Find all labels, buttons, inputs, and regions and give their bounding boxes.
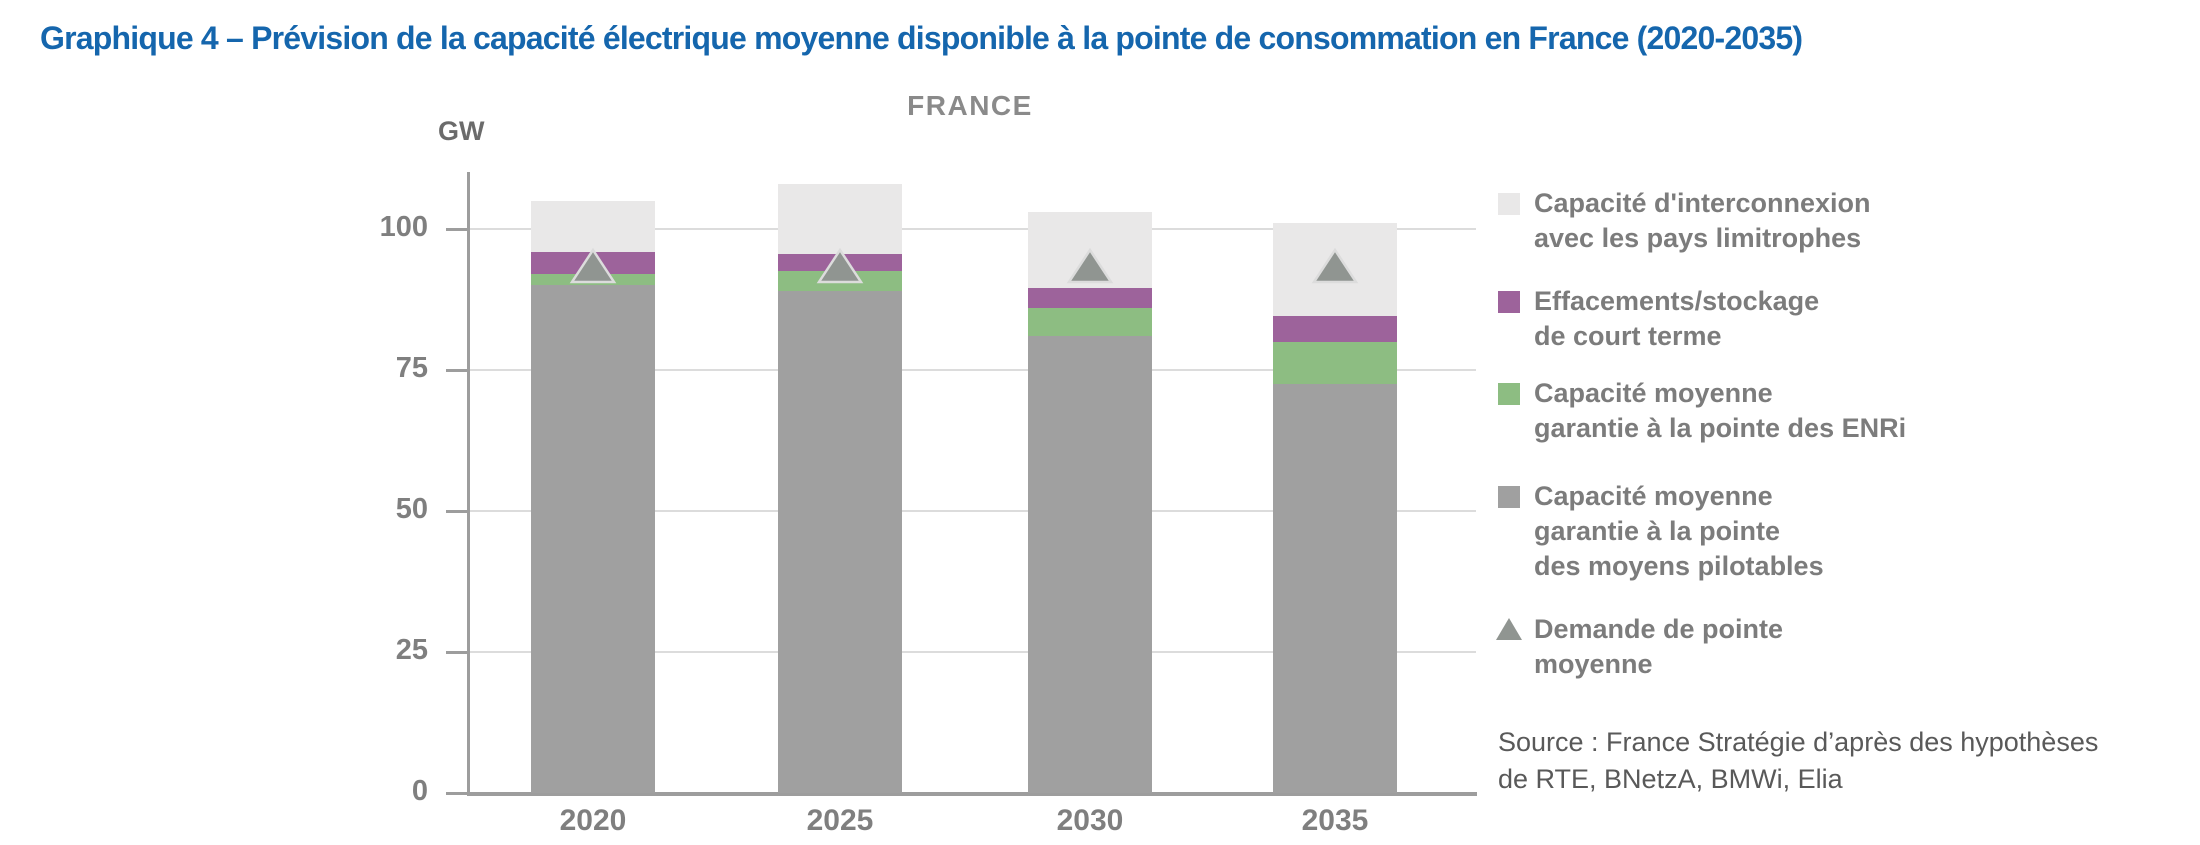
legend-label-pilotables: Capacité moyenne garantie à la pointe des … [1534,479,1824,584]
y-tick-mark-100 [446,227,468,231]
legend-label-demande: Demande de pointe moyenne [1534,612,1783,682]
bar-segment-pilotables-2020 [531,285,655,793]
legend-label-line: Capacité moyenne [1534,481,1773,511]
y-tick-mark-75 [446,368,468,372]
legend-label-line: moyenne [1534,649,1653,679]
legend: Capacité d'interconnexion avec les pays l… [1496,0,2198,845]
gridline-25 [468,651,1476,653]
y-tick-mark-50 [446,509,468,513]
y-tick-mark-0 [446,791,468,795]
x-tick-label-2035: 2035 [1301,804,1369,837]
legend-swatch-effacements-icon [1498,291,1520,313]
legend-label-enri: Capacité moyenne garantie à la pointe des… [1534,376,1906,446]
legend-label-interconnexion: Capacité d'interconnexion avec les pays l… [1534,186,1871,256]
source-note: Source : France Stratégie d’après des hy… [1498,724,2098,798]
legend-swatch-interconnexion-icon [1498,193,1520,215]
x-tick-label-2030: 2030 [1056,804,1124,837]
y-axis-unit-label: GW [438,116,485,146]
bar-segment-enri-2030 [1028,307,1152,337]
legend-label-line: Capacité d'interconnexion [1534,188,1871,218]
gridline-100 [468,228,1476,230]
bar-segment-interconnexion-2025 [778,183,902,255]
legend-item-pilotables: Capacité moyenne garantie à la pointe des … [1498,479,1824,584]
x-axis-line [467,792,1477,796]
legend-label-effacements: Effacements/stockage de court terme [1534,284,1819,354]
chart-subtitle: FRANCE [907,90,1033,121]
legend-label-line: garantie à la pointe des ENRi [1534,413,1907,443]
legend-label-line: garantie à la pointe [1534,516,1781,546]
x-tick-label-2025: 2025 [806,804,874,837]
y-tick-label-75: 75 [395,352,428,384]
bar-segment-pilotables-2030 [1028,336,1152,793]
bar-segment-interconnexion-2020 [531,200,655,252]
legend-label-line: de court terme [1534,321,1722,351]
source-line-2: de RTE, BNetzA, BMWi, Elia [1498,764,1843,794]
y-axis-line [467,172,470,793]
y-tick-mark-25 [446,650,468,654]
demand-marker-2025 [816,247,864,285]
legend-label-line: des moyens pilotables [1534,551,1824,581]
legend-label-line: avec les pays limitrophes [1534,223,1862,253]
legend-label-line: Effacements/stockage [1534,286,1820,316]
source-line-1: Source : France Stratégie d’après des hy… [1498,727,2099,757]
legend-label-line: Demande de pointe [1534,614,1784,644]
gridline-50 [468,510,1476,512]
y-tick-label-0: 0 [411,775,428,807]
demand-marker-2035 [1311,247,1359,285]
y-tick-label-25: 25 [395,634,428,666]
gridline-75 [468,369,1476,371]
legend-swatch-pilotables-icon [1498,486,1520,508]
y-tick-label-50: 50 [395,493,428,525]
demand-marker-2020 [569,247,617,285]
bar-segment-effacements-2035 [1273,316,1397,342]
demand-marker-2030 [1066,247,1114,285]
legend-item-demande: Demande de pointe moyenne [1496,612,1783,682]
y-tick-label-100: 100 [379,211,428,243]
legend-item-interconnexion: Capacité d'interconnexion avec les pays l… [1498,186,1871,256]
legend-label-line: Capacité moyenne [1534,378,1773,408]
legend-swatch-enri-icon [1498,383,1520,405]
legend-triangle-icon [1494,616,1524,642]
legend-item-effacements: Effacements/stockage de court terme [1498,284,1819,354]
bar-segment-effacements-2030 [1028,288,1152,308]
bar-segment-pilotables-2025 [778,291,902,793]
x-tick-label-2020: 2020 [559,804,627,837]
bar-segment-enri-2035 [1273,341,1397,385]
legend-item-enri: Capacité moyenne garantie à la pointe des… [1498,376,1906,446]
chart-title: Graphique 4 – Prévision de la capacité é… [40,20,1803,56]
bar-segment-pilotables-2035 [1273,384,1397,793]
